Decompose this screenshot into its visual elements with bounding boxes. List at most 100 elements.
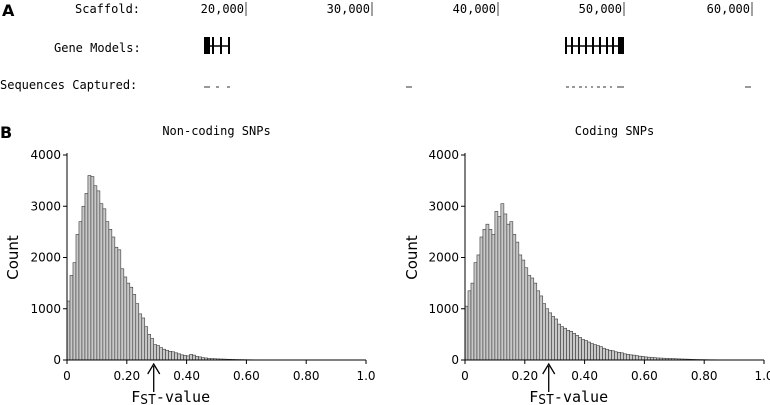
histogram-bar <box>165 349 169 361</box>
histogram-bar <box>626 354 630 361</box>
histogram-bar <box>93 185 98 361</box>
histogram-bar <box>542 303 547 361</box>
x-tick-label: 0.20 <box>511 369 538 383</box>
histogram-bar <box>533 282 538 361</box>
histogram-bar <box>470 282 475 361</box>
histogram-bar <box>539 295 544 361</box>
histogram-bar <box>629 354 633 361</box>
y-tick-label: 0 <box>451 353 459 367</box>
histogram-bar <box>81 205 86 361</box>
y-tick-label: 4000 <box>428 148 459 162</box>
histogram-bar <box>578 337 582 361</box>
histogram-bar <box>503 213 508 361</box>
histogram-bar <box>500 203 505 361</box>
gene-models-track-label: Gene Models: <box>54 41 141 55</box>
histogram-bar <box>497 216 502 361</box>
histogram-bar <box>587 341 591 361</box>
histogram-bar <box>105 221 110 361</box>
histogram-bar <box>566 329 570 361</box>
scaffold-scale: 20,000 30,000 40,000 50,000 60,000 <box>201 2 753 16</box>
histogram-bar <box>506 223 511 361</box>
histogram-bar <box>72 262 77 361</box>
histogram-bar <box>590 343 594 361</box>
threshold-arrowhead <box>542 362 556 375</box>
histogram-bar <box>174 352 178 361</box>
histogram-bar <box>596 345 600 361</box>
histogram-bar <box>87 175 92 361</box>
x-tick-label: 0.60 <box>631 369 658 383</box>
histogram-bar <box>479 236 484 361</box>
histogram-bar <box>641 356 645 361</box>
sequences-captured-track-label: Sequences Captured: <box>0 78 137 92</box>
histogram-bar <box>192 354 196 361</box>
scale-tick-label: 20,000 <box>201 2 244 16</box>
x-tick-label: 0.40 <box>571 369 598 383</box>
histogram-bar <box>563 327 567 361</box>
histogram-bar <box>611 350 615 361</box>
threshold-arrowhead <box>147 362 161 375</box>
histogram-bar <box>623 353 627 361</box>
histogram-bar <box>171 351 175 361</box>
histogram-bar <box>638 355 642 361</box>
histogram-bar <box>147 334 152 361</box>
chart-title: Non-coding SNPs <box>162 124 270 138</box>
x-tick-label: 0.80 <box>293 369 320 383</box>
scale-tick-label: 60,000 <box>707 2 750 16</box>
x-tick-label: 0.60 <box>233 369 260 383</box>
x-tick-label: 0.20 <box>113 369 140 383</box>
gene-model-2 <box>565 37 624 54</box>
y-tick-label: 0 <box>53 353 61 367</box>
histogram-bar <box>530 277 535 361</box>
histogram-bar <box>90 176 95 361</box>
histogram-bar <box>108 229 113 361</box>
histogram-bar <box>78 221 83 361</box>
histogram-bar <box>593 344 597 361</box>
histogram-bar <box>512 234 517 361</box>
histogram-bar <box>162 348 166 361</box>
histogram-bar <box>129 286 134 361</box>
histogram-bar <box>632 354 636 361</box>
histogram-bar <box>620 352 624 361</box>
y-axis-label: Count <box>403 235 421 280</box>
histogram-bar <box>617 352 621 361</box>
histogram-bar <box>117 249 122 361</box>
x-axis-label: FST-value <box>529 388 608 405</box>
histogram-bar <box>509 221 514 361</box>
histogram-bar <box>545 308 550 361</box>
histogram-bar <box>183 355 187 361</box>
histogram-bar <box>159 347 163 361</box>
panel-b-label: B <box>0 123 12 142</box>
histogram-bar <box>608 349 612 361</box>
histogram-bar <box>69 275 74 361</box>
histogram-bar <box>467 290 472 361</box>
histogram-bar <box>123 276 128 361</box>
x-tick-label: 0 <box>63 369 71 383</box>
histogram-bar <box>536 290 541 361</box>
histogram-bar <box>476 254 481 361</box>
panel-a-label: A <box>2 1 15 20</box>
histogram-bar <box>195 356 199 361</box>
histogram-bar <box>156 345 160 361</box>
histogram-bar <box>150 338 155 361</box>
x-tick-label: 0 <box>461 369 469 383</box>
histogram-bar <box>485 223 490 361</box>
y-tick-label: 3000 <box>428 199 459 213</box>
histogram-bar <box>548 312 553 361</box>
histogram-bar <box>168 350 172 361</box>
scaffold-track-label: Scaffold: <box>75 2 140 16</box>
histogram-bar <box>75 234 80 361</box>
histogram-bar <box>473 262 478 361</box>
x-tick-label: 0.40 <box>173 369 200 383</box>
y-tick-label: 3000 <box>30 199 61 213</box>
histogram-bar <box>482 229 487 361</box>
histogram-bar <box>132 294 137 361</box>
histogram-bar <box>84 193 89 361</box>
histogram-bar <box>488 229 493 361</box>
histogram-bar <box>569 330 573 361</box>
histogram-bar <box>554 318 558 361</box>
histogram-bar <box>572 333 576 361</box>
x-tick-label: 1.0 <box>356 369 375 383</box>
histogram-bar <box>494 211 499 361</box>
y-tick-label: 4000 <box>30 148 61 162</box>
histogram-bar <box>120 268 125 361</box>
